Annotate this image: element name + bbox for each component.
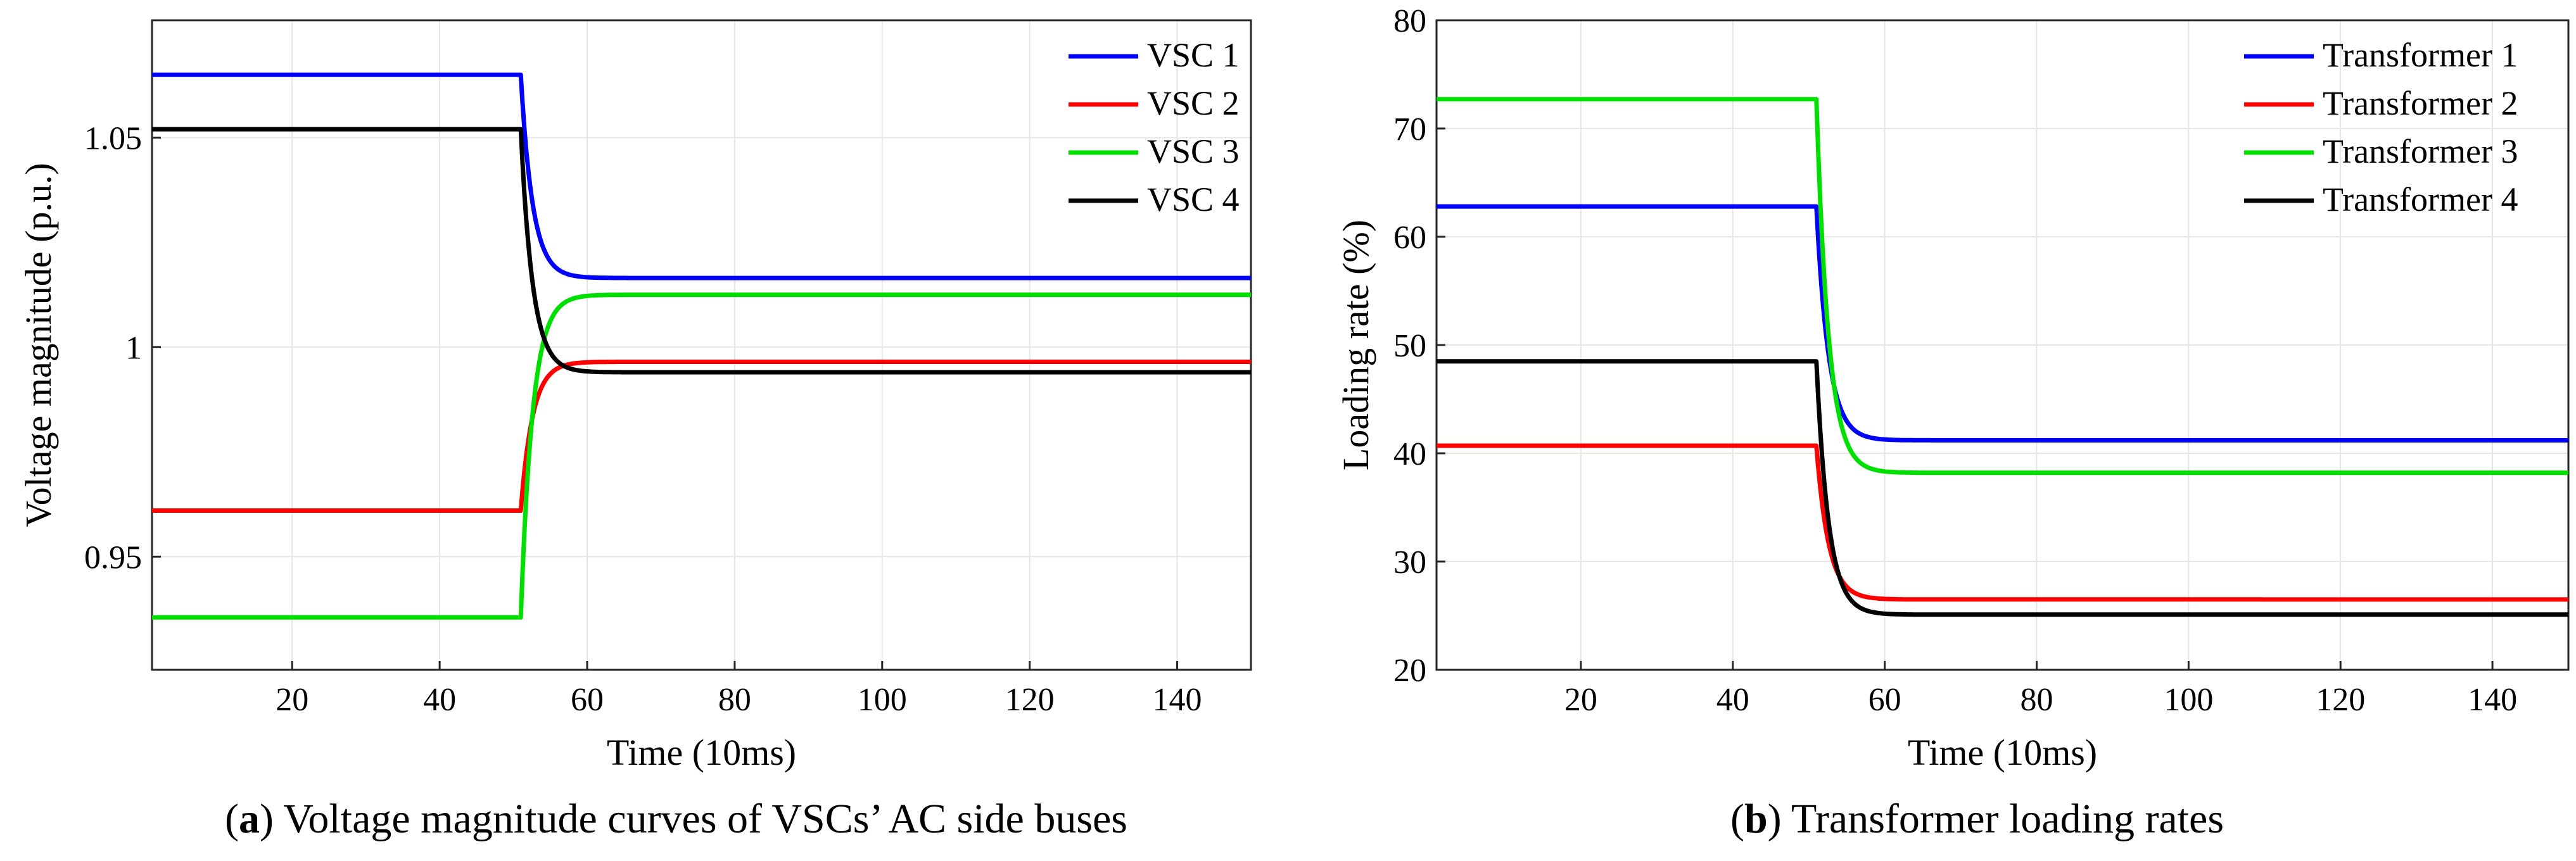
panel-b-y-tick-label: 60 — [1393, 220, 1426, 256]
panel-b-y-tick-label: 80 — [1393, 3, 1426, 39]
panel-b-y-axis-label: Loading rate (%) — [1335, 220, 1376, 470]
panel-a-x-tick-label: 40 — [423, 682, 456, 718]
panel-a-series-4-line — [152, 127, 1252, 375]
panel-a-caption: (a) Voltage magnitude curves of VSCs’ AC… — [225, 796, 1127, 842]
panel-b-x-ticks: 20 40 60 80 100 120 140 — [1564, 661, 2517, 718]
panel-a-series-1-line — [152, 72, 1252, 280]
panel-b-x-tick-label: 40 — [1716, 682, 1749, 718]
panel-b-x-axis-label: Time (10ms) — [1908, 732, 2097, 773]
panel-b-legend-label-2: Transformer 2 — [2323, 84, 2518, 122]
panel-a-y-tick-label: 0.95 — [84, 539, 142, 575]
panel-a-y-tick-label: 1.05 — [84, 120, 142, 156]
panel-a-legend-label-1: VSC 1 — [1147, 36, 1240, 74]
panel-a-caption-label: (a) — [225, 796, 283, 842]
panel-b-series-4-line — [1437, 359, 2569, 617]
panel-a-legend: VSC 1 VSC 2 VSC 3 VSC 4 — [1069, 36, 1240, 218]
panel-b-x-tick-label: 100 — [2164, 682, 2213, 718]
panel-a-y-axis-label: Voltage magnitude (p.u.) — [18, 163, 59, 527]
panel-a-legend-label-2: VSC 2 — [1147, 84, 1240, 122]
panel-b-x-tick-label: 120 — [2316, 682, 2365, 718]
panel-a-y-ticks: 0.95 1 1.05 — [84, 120, 161, 575]
panel-b-y-tick-label: 30 — [1393, 544, 1426, 581]
panel-b-series-1-line — [1437, 204, 2569, 443]
panel-b-x-tick-label: 80 — [2020, 682, 2053, 718]
panel-a-x-axis-label: Time (10ms) — [607, 732, 796, 773]
panel-a-x-tick-label: 60 — [571, 682, 604, 718]
panel-b-loading-chart: 20 40 60 80 100 120 140 20 30 40 50 60 70 80 Transfo… — [1335, 3, 2570, 842]
panel-a-legend-label-4: VSC 4 — [1147, 180, 1240, 218]
panel-b-caption: (b) Transformer loading rates — [1730, 796, 2224, 842]
panel-b-caption-label: (b) — [1730, 796, 1791, 842]
panel-a-legend-label-3: VSC 3 — [1147, 132, 1240, 170]
panel-b-y-tick-label: 40 — [1393, 436, 1426, 472]
panel-b-legend-label-4: Transformer 4 — [2323, 180, 2518, 218]
panel-a-series-2-line — [152, 360, 1252, 513]
panel-a-x-tick-label: 20 — [276, 682, 308, 718]
panel-b-caption-text: Transformer loading rates — [1791, 796, 2224, 842]
panel-a-x-tick-label: 100 — [858, 682, 907, 718]
panel-b-y-tick-label: 70 — [1393, 111, 1426, 148]
panel-a-plot-frame — [151, 19, 1252, 671]
panel-b-series-2-line — [1437, 443, 2569, 602]
panel-a-x-tick-label: 120 — [1005, 682, 1055, 718]
panel-b-series-3-line — [1437, 97, 2569, 475]
panel-b-legend: Transformer 1 Transformer 2 Transformer 3 T… — [2244, 36, 2518, 218]
panel-a-x-tick-label: 80 — [718, 682, 751, 718]
panel-b-x-tick-label: 60 — [1869, 682, 1901, 718]
panel-b-x-tick-label: 140 — [2468, 682, 2517, 718]
panel-b-x-tick-label: 20 — [1564, 682, 1597, 718]
panel-b-y-tick-label: 20 — [1393, 653, 1426, 689]
panel-a-series-3-line — [152, 292, 1252, 620]
panel-a-grid — [152, 20, 1251, 670]
panel-b-legend-label-3: Transformer 3 — [2323, 132, 2518, 170]
panel-a-y-tick-label: 1 — [125, 330, 142, 366]
panel-b-y-tick-label: 50 — [1393, 328, 1426, 364]
panel-a-x-tick-label: 140 — [1153, 682, 1202, 718]
panel-a-x-ticks: 20 40 60 80 100 120 140 — [276, 661, 1202, 718]
panel-a-series-lines — [152, 72, 1252, 620]
panel-b-series-lines — [1437, 97, 2569, 617]
panel-b-y-ticks: 20 30 40 50 60 70 80 — [1393, 3, 1445, 689]
panel-b-legend-label-1: Transformer 1 — [2323, 36, 2518, 74]
panel-a-caption-text: Voltage magnitude curves of VSCs’ AC sid… — [283, 796, 1127, 842]
